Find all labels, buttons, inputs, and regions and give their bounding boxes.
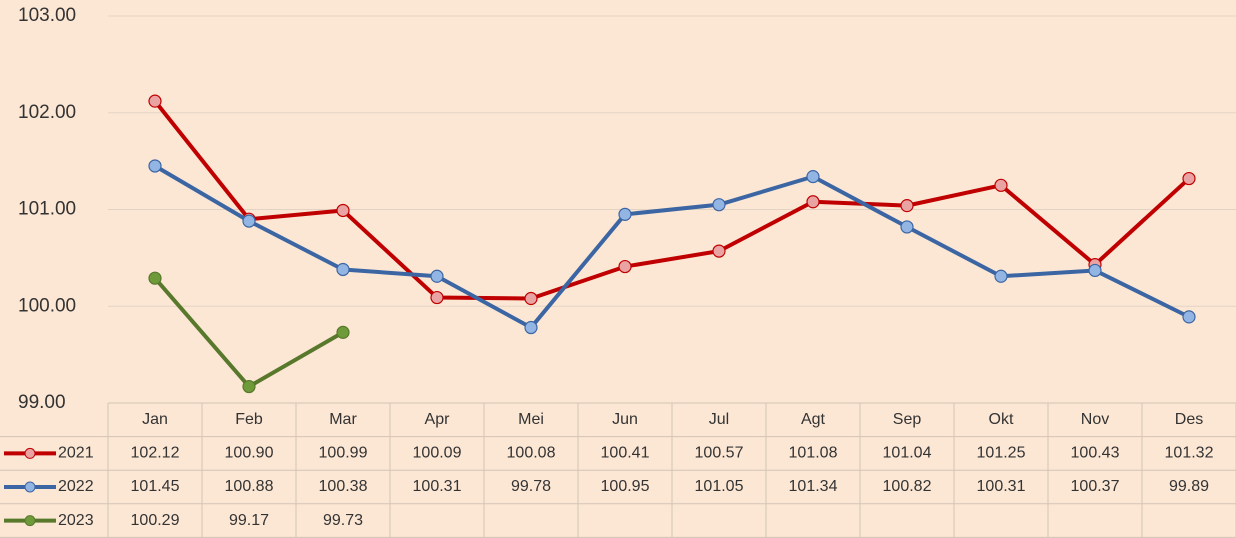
x-tick-label: Jun xyxy=(612,411,638,428)
legend-marker xyxy=(24,515,36,527)
table-value: 99.17 xyxy=(229,512,269,529)
table-value: 99.89 xyxy=(1169,478,1209,495)
marker xyxy=(994,178,1008,192)
x-tick-label: Nov xyxy=(1081,411,1109,428)
marker xyxy=(336,262,350,277)
marker xyxy=(900,220,914,234)
table-value: 101.25 xyxy=(977,445,1026,462)
table-value: 100.08 xyxy=(507,445,556,462)
x-tick-label: Mei xyxy=(518,411,544,428)
table-value: 100.95 xyxy=(601,478,650,495)
marker xyxy=(806,170,820,184)
x-tick-label: Sep xyxy=(893,411,922,428)
marker xyxy=(712,198,726,212)
x-tick-label: Okt xyxy=(989,411,1014,428)
table-value: 101.05 xyxy=(695,478,744,495)
marker xyxy=(242,214,256,228)
table-value: 99.78 xyxy=(511,478,551,495)
table-value: 101.45 xyxy=(131,478,180,495)
table-value: 102.12 xyxy=(131,445,180,462)
table-value: 100.29 xyxy=(131,512,180,529)
table-value: 101.32 xyxy=(1165,445,1214,462)
series-line xyxy=(153,99,1191,301)
series-line xyxy=(153,276,344,389)
legend-label: 2022 xyxy=(58,478,94,495)
marker xyxy=(336,203,350,218)
marker xyxy=(900,199,914,213)
table-value: 100.43 xyxy=(1071,445,1120,462)
table-value: 100.99 xyxy=(319,445,368,462)
y-tick-label: 102.00 xyxy=(18,102,76,123)
y-tick-label: 101.00 xyxy=(18,199,76,220)
marker xyxy=(618,259,632,274)
legend-marker xyxy=(24,481,36,493)
marker xyxy=(806,195,820,209)
x-tick-label: Jan xyxy=(142,411,168,428)
table-value: 101.04 xyxy=(883,445,932,462)
marker xyxy=(1182,310,1196,324)
table-value: 100.38 xyxy=(319,478,368,495)
x-tick-label: Mar xyxy=(329,411,357,428)
y-tick-label: 103.00 xyxy=(18,5,76,26)
table-value: 100.31 xyxy=(413,478,462,495)
table-value: 100.41 xyxy=(601,445,650,462)
legend-marker xyxy=(24,447,36,459)
marker xyxy=(148,159,162,173)
y-tick-label: 99.00 xyxy=(18,392,66,413)
table-value: 100.90 xyxy=(225,445,274,462)
table-value: 100.37 xyxy=(1071,478,1120,495)
marker xyxy=(336,325,350,339)
marker xyxy=(994,269,1008,283)
marker xyxy=(148,94,162,108)
series-line xyxy=(153,164,1190,330)
table-value: 100.09 xyxy=(413,445,462,462)
x-tick-label: Des xyxy=(1175,411,1203,428)
marker xyxy=(430,290,444,305)
table-value: 100.57 xyxy=(695,445,744,462)
legend-label: 2023 xyxy=(58,512,94,529)
y-tick-label: 100.00 xyxy=(18,295,76,316)
x-tick-label: Apr xyxy=(425,411,451,428)
marker xyxy=(618,207,632,221)
table-value: 100.88 xyxy=(225,478,274,495)
legend-label: 2021 xyxy=(58,445,94,462)
table-value: 100.82 xyxy=(883,478,932,495)
x-tick-label: Jul xyxy=(709,411,729,428)
marker xyxy=(1088,263,1102,278)
table-value: 100.31 xyxy=(977,478,1026,495)
marker xyxy=(242,379,256,394)
marker xyxy=(430,269,444,283)
marker xyxy=(1182,171,1196,186)
table-value: 99.73 xyxy=(323,512,363,529)
marker xyxy=(712,244,726,258)
table-value: 101.08 xyxy=(789,445,838,462)
x-tick-label: Feb xyxy=(235,411,263,428)
x-tick-label: Agt xyxy=(801,411,826,428)
marker xyxy=(524,291,538,306)
table-value: 101.34 xyxy=(789,478,838,495)
marker xyxy=(524,320,538,335)
marker xyxy=(148,271,162,285)
